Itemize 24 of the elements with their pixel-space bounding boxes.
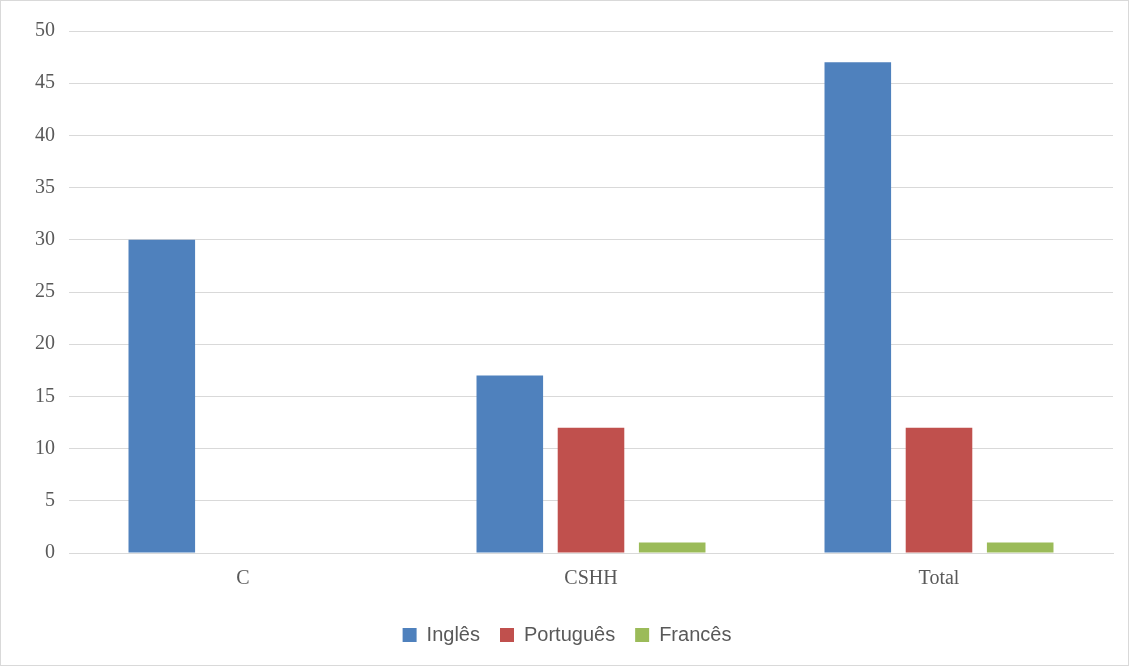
bar <box>638 542 706 553</box>
y-tick-label: 45 <box>35 70 55 93</box>
y-tick-label: 50 <box>35 18 55 41</box>
bar <box>557 427 625 553</box>
y-tick-label: 20 <box>35 331 55 354</box>
y-tick-label: 30 <box>35 227 55 250</box>
legend-label: Português <box>523 622 616 645</box>
x-tick-label: Total <box>918 566 960 589</box>
y-tick-label: 5 <box>45 488 55 511</box>
bar <box>905 427 973 553</box>
x-tick-label: C <box>236 566 250 589</box>
y-tick-label: 40 <box>35 122 55 145</box>
y-tick-label: 10 <box>35 435 55 458</box>
bar <box>824 62 892 553</box>
y-tick-label: 25 <box>35 279 55 302</box>
y-tick-label: 0 <box>45 540 55 563</box>
legend-label: Francês <box>659 622 732 645</box>
bar <box>128 239 196 553</box>
bar <box>476 375 544 553</box>
bar <box>986 542 1054 553</box>
y-tick-label: 35 <box>35 174 55 197</box>
y-tick-label: 15 <box>35 383 55 406</box>
x-tick-label: CSHH <box>564 566 618 589</box>
legend-label: Inglês <box>426 622 480 645</box>
